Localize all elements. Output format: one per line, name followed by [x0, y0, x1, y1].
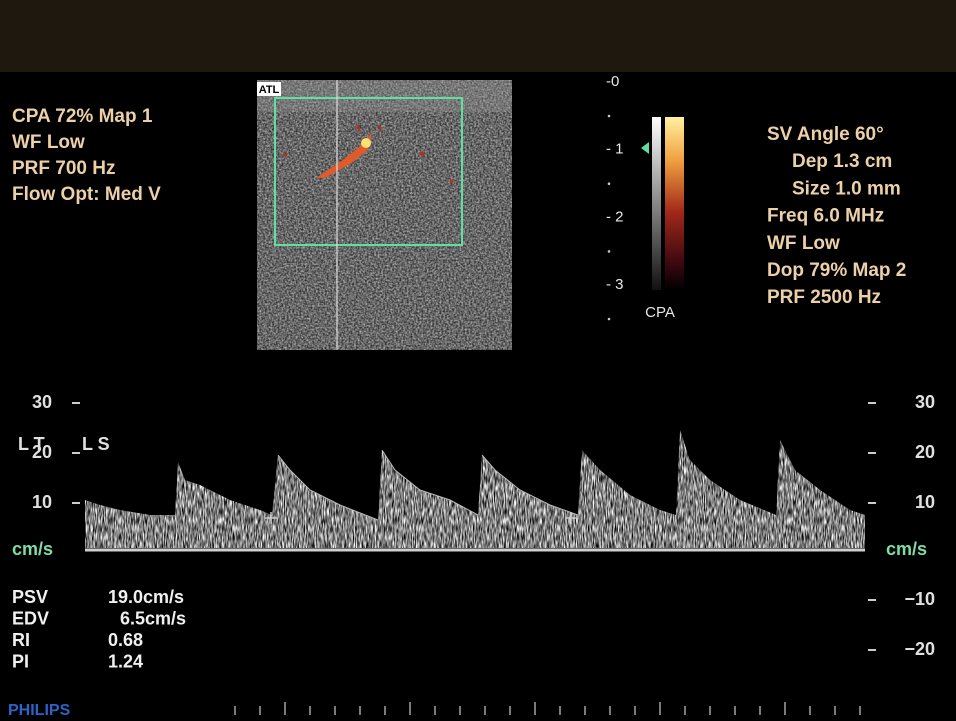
- measure-name: RI: [12, 630, 30, 650]
- depth-dot: [607, 114, 611, 118]
- measure-name: PSV: [12, 587, 48, 607]
- depth-label: -0: [606, 73, 619, 90]
- brand: PHILIPS: [8, 702, 71, 719]
- atl-logo-box: [257, 82, 281, 96]
- setting-line: SV Angle 60°: [767, 124, 884, 145]
- depth-dot: [607, 250, 611, 253]
- flow-signal: [316, 132, 372, 178]
- atl-logo: ATL: [259, 84, 280, 96]
- setting-line: PRF 700 Hz: [12, 158, 115, 179]
- left-panel: CPA 72% Map 1 WF Low PRF 700 Hz Flow Opt: M…: [12, 106, 161, 205]
- right-tick-label: −20: [904, 639, 935, 659]
- right-tick-label: 30: [915, 392, 935, 412]
- time-ticks: [234, 702, 861, 715]
- left-tick-label: 30: [32, 392, 52, 412]
- measure-value: 19.0cm/s: [108, 587, 184, 607]
- setting-line: Dop 79% Map 2: [767, 260, 906, 281]
- measurements: PSV 19.0cm/s EDV 6.5cm/s RI 0.68 PI 1.24: [12, 587, 186, 672]
- color-roi: [274, 97, 463, 246]
- measure-name: PI: [12, 651, 29, 671]
- measure-value: 0.68: [108, 630, 143, 650]
- bmode-image: [257, 80, 512, 350]
- envelope-trace: [277, 449, 579, 521]
- right-panel: SV Angle 60° Dep 1.3 cm Size 1.0 mm Freq 6.…: [767, 124, 906, 308]
- doppler-spectrum: [85, 430, 865, 548]
- measure-value: 1.24: [108, 651, 143, 671]
- measure-name: EDV: [12, 608, 49, 628]
- setting-line: Dep 1.3 cm: [792, 151, 892, 172]
- color-bar: [665, 117, 684, 290]
- right-tick-label: −10: [904, 589, 935, 609]
- bmode-near-field: [257, 80, 512, 112]
- baseline-marker: [641, 142, 649, 154]
- setting-line: PRF 2500 Hz: [767, 287, 881, 308]
- setting-line: Flow Opt: Med V: [12, 184, 161, 205]
- setting-line: CPA 72% Map 1: [12, 106, 153, 127]
- depth-scale: -0 - 1 - 2 - 3: [606, 73, 624, 321]
- right-unit: cm/s: [886, 539, 927, 559]
- depth-dot: [607, 182, 611, 185]
- left-unit: cm/s: [12, 539, 53, 559]
- right-tick-label: 20: [915, 442, 935, 462]
- depth-label: - 3: [606, 276, 624, 293]
- spectrum-scale: 30 20 10 30 20 10 −10 −20: [32, 392, 935, 659]
- trace-label: L S: [82, 434, 110, 454]
- setting-line: WF Low: [12, 132, 85, 153]
- setting-line: Freq 6.0 MHz: [767, 206, 884, 227]
- caliper-marks: [265, 512, 577, 524]
- left-tick-label: 10: [32, 492, 52, 512]
- setting-line: WF Low: [767, 233, 840, 254]
- right-tick-label: 10: [915, 492, 935, 512]
- depth-label: - 2: [606, 208, 624, 225]
- depth-dot: [607, 317, 611, 321]
- trace-label: L T: [18, 434, 45, 454]
- flow-peak: [361, 138, 371, 148]
- measure-value: 6.5cm/s: [120, 608, 186, 628]
- depth-label: - 1: [606, 141, 624, 158]
- colorbar-label: CPA: [645, 304, 675, 321]
- gray-bar: [652, 117, 661, 290]
- top-band: [0, 0, 956, 72]
- left-tick-label: 20: [32, 442, 52, 462]
- setting-line: Size 1.0 mm: [792, 178, 901, 199]
